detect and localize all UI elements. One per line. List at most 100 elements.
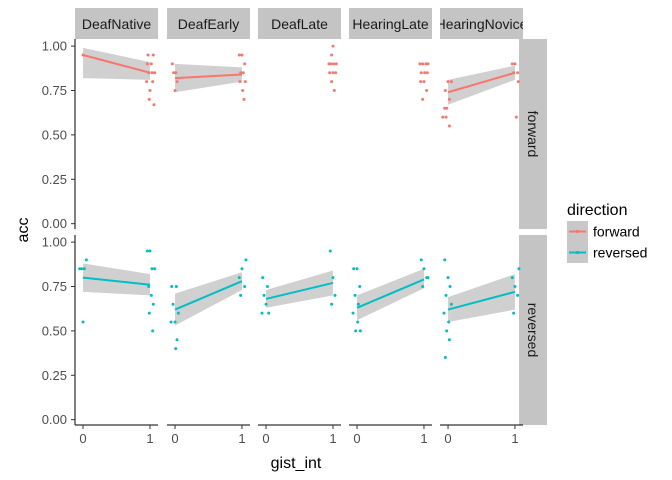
data-point (447, 97, 451, 101)
data-point (239, 293, 243, 297)
data-point (443, 356, 447, 360)
legend-item-label: reversed (593, 245, 647, 261)
data-point (241, 88, 245, 92)
data-point (82, 267, 86, 271)
strip-background (519, 235, 547, 425)
column-strip-label: HearingLate (352, 16, 428, 32)
confidence-band (448, 274, 515, 323)
data-point (150, 267, 154, 271)
panel-deaflate-reversed (260, 249, 337, 315)
data-point (423, 71, 427, 75)
x-tick-label: 1 (511, 431, 518, 446)
x-tick-label: 0 (79, 431, 86, 446)
data-point (512, 311, 516, 315)
legend-item-forward: forward (567, 221, 640, 242)
panel-deaflate-forward (327, 44, 338, 92)
legend-key-point (575, 250, 580, 255)
x-tick-label: 1 (238, 431, 245, 446)
data-point (444, 293, 448, 297)
confidence-band (175, 272, 242, 326)
data-point (330, 80, 334, 84)
data-point (356, 320, 360, 324)
column-strip-deafearly: DeafEarly (167, 8, 250, 39)
data-point (328, 249, 332, 253)
panel-hearinglate-reversed (351, 258, 430, 333)
data-point (447, 320, 451, 324)
regression-line (447, 290, 516, 311)
regression-line (265, 281, 334, 300)
data-point (237, 276, 241, 280)
y-axis-title: acc (15, 218, 32, 243)
y-axis-forward: 0.00 0.25 0.50 0.75 1.00 (42, 39, 76, 231)
row-strip-label: forward (525, 111, 541, 158)
y-tick-label: 0.75 (42, 83, 67, 98)
data-point (446, 80, 450, 84)
data-point (354, 329, 358, 333)
column-strip-deafnative: DeafNative (75, 8, 158, 39)
data-point (240, 267, 244, 271)
strip-background (167, 8, 250, 39)
data-point (517, 267, 521, 271)
data-point (419, 71, 423, 75)
data-point (147, 311, 151, 315)
data-point (425, 71, 429, 75)
data-point (151, 53, 155, 57)
x-tick-label: 0 (353, 431, 360, 446)
data-point (514, 115, 518, 119)
data-point (239, 71, 243, 75)
column-strip-deaflate: DeafLate (258, 8, 341, 39)
data-point (147, 284, 151, 288)
data-point (334, 71, 338, 75)
data-point (443, 258, 447, 262)
data-point (513, 62, 517, 66)
data-point (332, 88, 336, 92)
data-point (421, 284, 425, 288)
data-point (442, 311, 446, 315)
data-point (176, 311, 180, 315)
data-point (516, 293, 520, 297)
data-point (510, 62, 514, 66)
data-point (169, 320, 173, 324)
data-point (261, 276, 265, 280)
data-point (418, 62, 422, 66)
data-point (331, 71, 335, 75)
data-point (332, 62, 336, 66)
x-axis-title: gist_int (271, 455, 322, 472)
row-strip-forward: forward (519, 39, 547, 229)
confidence-band (448, 65, 515, 105)
legend-item-reversed: reversed (567, 242, 647, 263)
data-point (358, 329, 362, 333)
data-point (443, 88, 447, 92)
panel-deafearly-forward (170, 53, 247, 101)
data-point (174, 347, 178, 351)
data-point (148, 88, 152, 92)
data-point (447, 338, 451, 342)
y-tick-label: 0.75 (42, 279, 67, 294)
regression-line (356, 278, 425, 309)
data-point (153, 71, 157, 75)
data-point (170, 284, 174, 288)
regression-line (82, 54, 151, 74)
data-point (351, 311, 355, 315)
data-point (447, 124, 451, 128)
data-point (352, 267, 356, 271)
data-point (267, 311, 271, 315)
data-point (328, 71, 332, 75)
data-point (173, 320, 177, 324)
data-point (240, 53, 244, 57)
data-point (331, 44, 335, 48)
data-point (174, 284, 178, 288)
regression-line (174, 280, 243, 311)
data-point (421, 97, 425, 101)
legend-title: direction (567, 202, 627, 219)
data-point (175, 338, 179, 342)
column-strip-hearingnovice: HearingNovice (440, 8, 523, 39)
y-axis-reversed: 0.00 0.25 0.50 0.75 1.00 (42, 235, 76, 427)
row-strip-reversed: reversed (519, 235, 547, 425)
data-point (422, 80, 426, 84)
data-point (175, 80, 179, 84)
data-point (149, 293, 153, 297)
x-tick-label: 1 (329, 431, 336, 446)
data-point (331, 276, 335, 280)
